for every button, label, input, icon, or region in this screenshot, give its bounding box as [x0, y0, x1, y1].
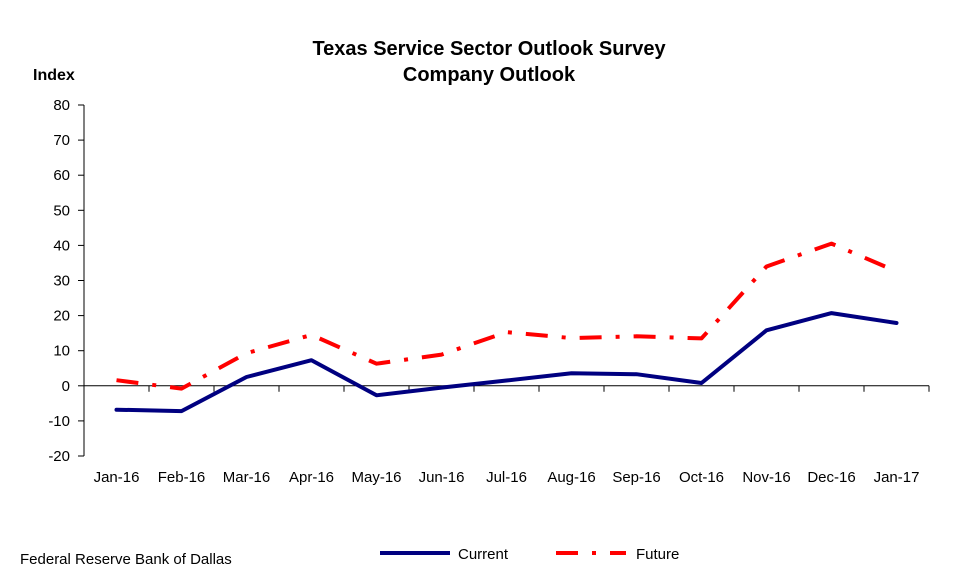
x-tick-label: Apr-16 [289, 469, 334, 486]
legend-label-future: Future [636, 546, 679, 563]
y-tick-label: 20 [53, 308, 70, 325]
x-tick-label: Nov-16 [742, 469, 790, 486]
y-tick-label: 50 [53, 202, 70, 219]
x-tick-label: Feb-16 [158, 469, 206, 486]
y-tick-label: 70 [53, 132, 70, 149]
source-note: Federal Reserve Bank of Dallas [20, 551, 232, 568]
legend: Current Future [380, 546, 679, 563]
series-line-current [114, 311, 899, 414]
x-tick-label: Oct-16 [679, 469, 724, 486]
x-tick-label: Aug-16 [547, 469, 595, 486]
x-tick-label: May-16 [351, 469, 401, 486]
x-tick-label: Sep-16 [612, 469, 660, 486]
y-tick-label: -20 [48, 448, 70, 465]
y-tick-label: 40 [53, 237, 70, 254]
y-tick-label: 10 [53, 343, 70, 360]
y-tick-label: -10 [48, 413, 70, 430]
legend-label-current: Current [458, 546, 509, 563]
x-tick-label: Mar-16 [223, 469, 271, 486]
chart-title-line-1: Texas Service Sector Outlook Survey [312, 38, 666, 60]
y-axis-label: Index [33, 67, 75, 84]
series-group [114, 241, 899, 414]
x-tick-label: Jan-17 [874, 469, 920, 486]
y-tick-label: 0 [62, 378, 70, 395]
x-tick-label: Jan-16 [94, 469, 140, 486]
chart-title-line-2: Company Outlook [403, 64, 576, 86]
x-tick-label: Jul-16 [486, 469, 527, 486]
y-tick-label: 80 [53, 97, 70, 114]
x-tick-label: Dec-16 [807, 469, 855, 486]
series-line-future [116, 241, 898, 391]
y-tick-label: 30 [53, 273, 70, 290]
x-tick-label: Jun-16 [419, 469, 465, 486]
axes: -20 -10 0 10 20 30 40 50 60 70 80 Jan-16 Feb-16 Mar-1… [48, 97, 930, 486]
y-tick-label: 60 [53, 167, 70, 184]
